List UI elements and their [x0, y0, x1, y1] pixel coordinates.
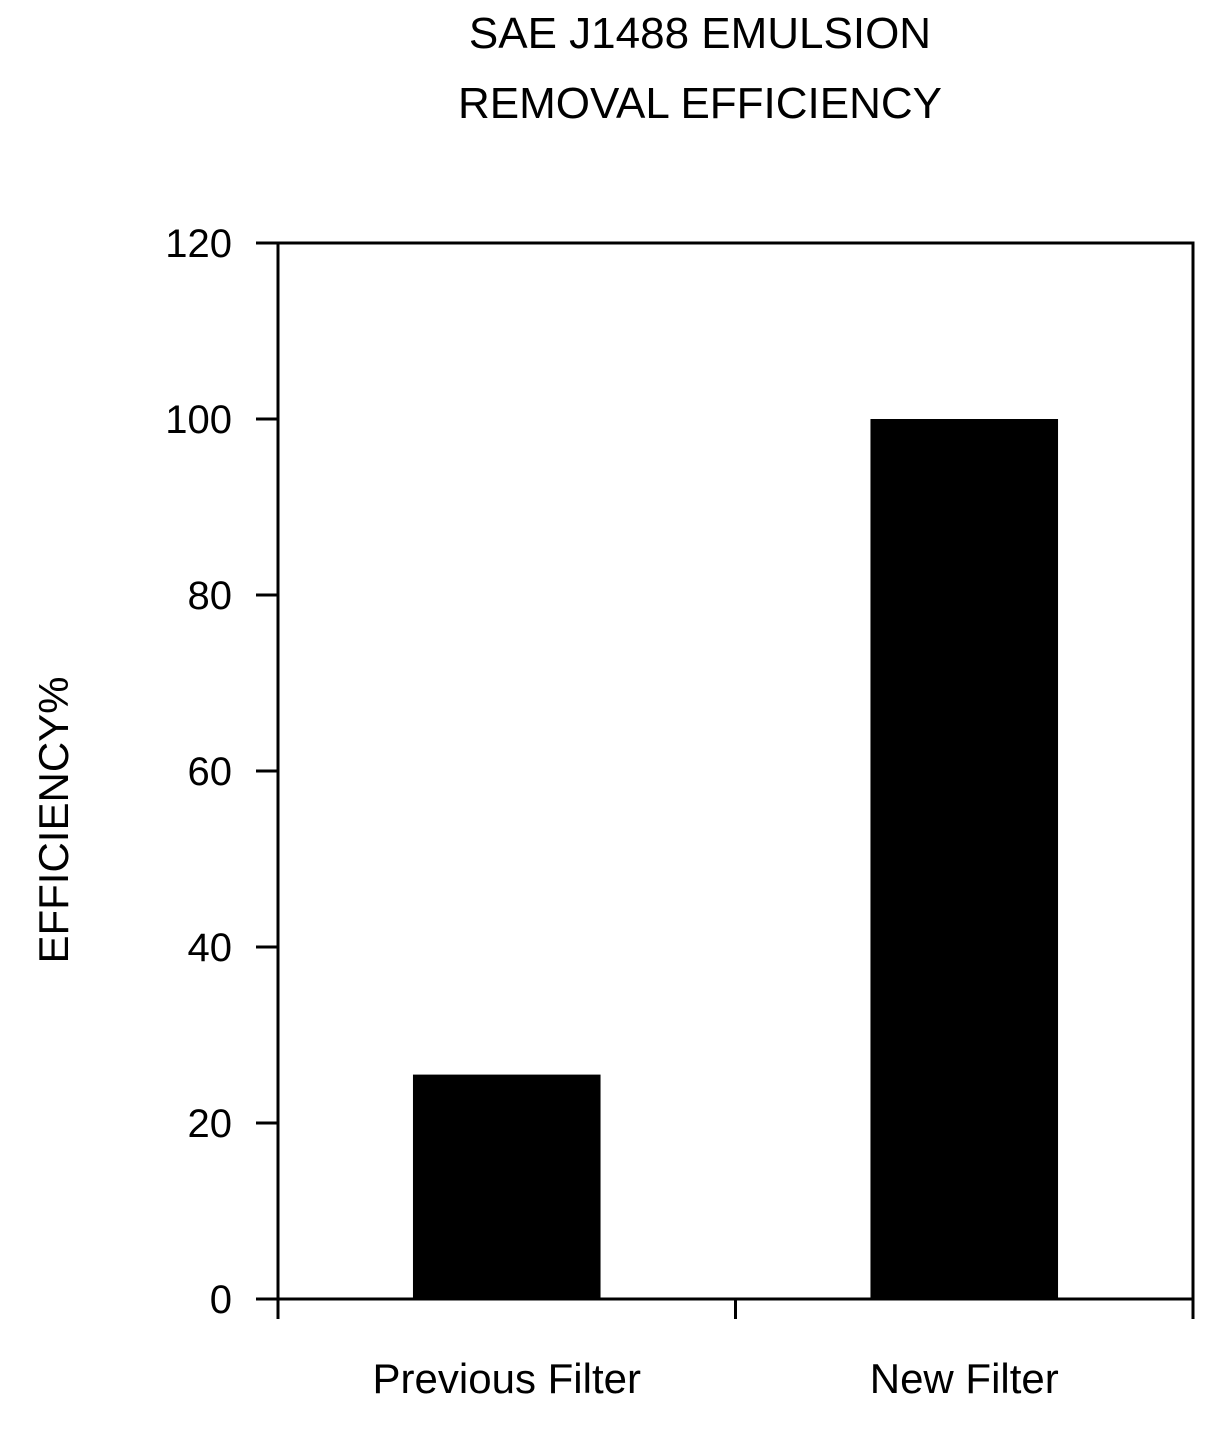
chart-title-line: SAE J1488 EMULSION [469, 9, 931, 58]
y-tick-label: 100 [165, 398, 232, 442]
y-tick-label: 80 [188, 574, 233, 618]
x-tick-label: New Filter [870, 1355, 1059, 1402]
x-axis-tick-labels: Previous Filter New Filter [373, 1355, 1059, 1402]
bar-new-filter [870, 419, 1059, 1299]
y-tick-label: 40 [188, 926, 233, 970]
chart-title-line: REMOVAL EFFICIENCY [458, 79, 942, 128]
y-axis-label: EFFICIENCY% [30, 676, 77, 963]
bars [412, 419, 1059, 1299]
y-tick-label: 60 [188, 750, 233, 794]
x-tick-label: Previous Filter [373, 1355, 641, 1402]
x-axis-ticks [276, 1299, 1195, 1319]
y-tick-label: 0 [210, 1278, 232, 1322]
chart-title: SAE J1488 EMULSION REMOVAL EFFICIENCY [458, 9, 942, 128]
y-tick-label: 20 [188, 1102, 233, 1146]
y-axis-ticks: 0 20 40 60 80 100 120 [165, 222, 278, 1322]
y-tick-label: 120 [165, 222, 232, 266]
bar-previous-filter [412, 1074, 601, 1299]
